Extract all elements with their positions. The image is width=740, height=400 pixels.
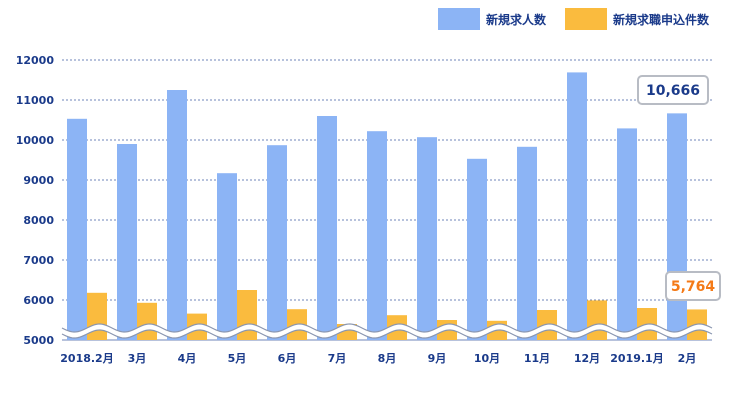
callout-series1: 10,666: [637, 75, 709, 105]
callout-value-series2: 5,764: [671, 279, 716, 295]
x-tick-label: 6月: [278, 352, 297, 365]
bar-new-job-openings: [367, 131, 387, 340]
x-axis-ticks: 2018.2月 3月 4月 5月 6月 7月 8月 9月 10月 11月 12月 2019.1月 2月: [60, 352, 696, 365]
legend-swatch-new-applications: [565, 8, 607, 30]
x-tick-label: 11月: [524, 352, 550, 365]
y-tick-label: 7000: [23, 254, 54, 267]
x-tick-label: 2018.2月: [60, 352, 113, 365]
callout-box-series2: [665, 271, 721, 301]
x-tick-label: 5月: [228, 352, 247, 365]
x-tick-label: 7月: [328, 352, 347, 365]
bar-new-applications: [587, 300, 607, 340]
bar-new-job-openings: [417, 137, 437, 340]
legend-swatch-new-job-openings: [438, 8, 480, 30]
x-tick-label: 2月: [678, 352, 697, 365]
bar-new-job-openings: [117, 144, 137, 340]
bar-new-job-openings: [267, 145, 287, 340]
y-tick-label: 6000: [23, 294, 54, 307]
x-tick-label: 9月: [428, 352, 447, 365]
bar-new-job-openings: [167, 90, 187, 340]
x-tick-label: 10月: [474, 352, 500, 365]
axis-break: [61, 323, 713, 339]
bar-new-job-openings: [567, 72, 587, 341]
y-tick-label: 9000: [23, 174, 54, 187]
bar-new-job-openings: [667, 113, 687, 340]
callout-box-series1: [637, 75, 709, 105]
axis-break-line-bottom: [61, 329, 713, 339]
bars: [67, 72, 707, 341]
callout-series2: 5,764: [665, 271, 721, 301]
y-tick-label: 8000: [23, 214, 54, 227]
y-tick-label: 12000: [16, 54, 55, 67]
x-tick-label: 12月: [574, 352, 600, 365]
x-tick-label: 3月: [128, 352, 147, 365]
callout-value-series1: 10,666: [646, 83, 700, 99]
legend: 新規求人数 新規求職申込件数: [438, 8, 710, 30]
axis-break-fill: [62, 324, 712, 338]
x-tick-label: 8月: [378, 352, 397, 365]
axis-break-line-top: [61, 323, 713, 333]
y-axis-ticks: 5000 6000 7000 8000 9000 10000 11000 12000: [16, 54, 55, 347]
bar-new-job-openings: [317, 116, 337, 340]
bar-new-applications: [137, 302, 157, 340]
bar-new-job-openings: [617, 128, 637, 340]
bar-new-job-openings: [517, 146, 537, 340]
y-tick-label: 10000: [16, 134, 55, 147]
bar-new-job-openings: [67, 118, 87, 340]
x-tick-label: 4月: [178, 352, 197, 365]
bar-new-job-openings: [467, 158, 487, 340]
y-tick-label: 11000: [16, 94, 55, 107]
x-tick-label: 2019.1月: [610, 352, 663, 365]
bar-new-job-openings: [217, 173, 237, 340]
legend-label-new-applications: 新規求職申込件数: [613, 12, 710, 27]
y-tick-label: 5000: [23, 334, 54, 347]
legend-label-new-job-openings: 新規求人数: [486, 12, 547, 27]
